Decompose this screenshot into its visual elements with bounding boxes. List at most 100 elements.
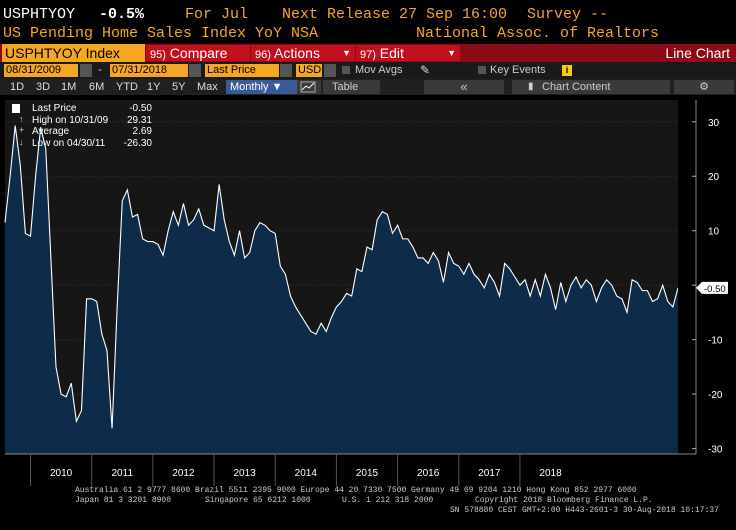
range-ytd[interactable]: YTD [116, 81, 138, 93]
header-row: USPHTYOY -0.5% For Jul Next Release 27 S… [0, 6, 736, 26]
x-tick-label: 2016 [417, 468, 440, 479]
down-arrow-icon: ↓ [19, 136, 24, 147]
y-tick-label: 10 [708, 227, 720, 238]
x-tick-label: 2013 [234, 468, 257, 479]
description: US Pending Home Sales Index YoY NSA [3, 25, 319, 42]
legend-row-average: + Average 2.69 [12, 125, 152, 138]
chart-area[interactable]: 3020100-10-20-30-0.502010201120122013201… [0, 96, 736, 486]
average-icon: + [19, 125, 25, 135]
legend-swatch [12, 104, 20, 113]
legend-label: High on 10/31/09 [32, 114, 109, 126]
y-tick-label: 30 [708, 118, 720, 129]
footer-japan: Japan 81 3 3201 8900 [75, 496, 172, 505]
series-area [5, 125, 678, 454]
y-tick-label: -20 [708, 390, 723, 401]
mov-avgs-checkbox[interactable] [342, 66, 350, 74]
info-icon[interactable]: i [562, 65, 572, 76]
range-1y[interactable]: 1Y [147, 81, 161, 93]
survey: Survey -- [527, 6, 609, 23]
edit-label: Edit [379, 45, 404, 61]
range-3d[interactable]: 3D [36, 81, 51, 93]
source: National Assoc. of Realtors [416, 25, 660, 42]
y-tick-label: -10 [708, 336, 723, 347]
footer-us: U.S. 1 212 318 2000 [342, 496, 434, 505]
key-events-checkbox[interactable] [478, 66, 486, 74]
chart-icon: ▮ [528, 81, 534, 92]
range-controls: 1D 3D 1M 6M YTD 1Y 5Y Max Monthly ▼ Tabl… [0, 79, 736, 95]
compare-num: 95) [150, 49, 166, 61]
line-chart-icon[interactable] [297, 80, 321, 94]
compare-label: Compare [169, 45, 228, 61]
footer-line1: Australia 61 2 9777 8600 Brazil 5511 239… [75, 486, 637, 495]
calendar-icon[interactable] [189, 64, 201, 77]
key-events-label[interactable]: Key Events [490, 64, 546, 76]
series-line [4, 125, 679, 429]
line-chart-icon-glyph [300, 81, 316, 93]
legend-row-low: ↓ Low on 04/30/11 -26.30 [12, 136, 152, 150]
mov-avgs-label[interactable]: Mov Avgs [355, 64, 403, 76]
gear-icon[interactable]: ⚙ [674, 80, 734, 94]
legend-label: Last Price [32, 103, 77, 114]
legend-row-high: ↑ High on 10/31/09 29.31 [12, 113, 152, 127]
pencil-icon[interactable]: ✎ [420, 63, 431, 77]
x-tick-label: 2012 [172, 468, 195, 479]
command-toolbar: USPHTYOY Index 95) Compare 96) Actions ▼… [0, 44, 736, 62]
legend-value: 29.31 [126, 114, 152, 126]
period: For Jul [185, 6, 249, 23]
legend: Last Price -0.50 ↑ High on 10/31/09 29.3… [12, 103, 152, 149]
collapse-button[interactable]: « [424, 80, 504, 94]
footer-copyright: Copyright 2018 Bloomberg Finance L.P. [475, 496, 653, 505]
legend-row-last: Last Price -0.50 [12, 103, 152, 115]
chart-content-button[interactable]: ▮ Chart Content [512, 80, 670, 94]
compare-button[interactable]: 95) Compare [146, 45, 250, 61]
table-button[interactable]: Table [323, 80, 380, 94]
legend-value: 2.69 [132, 126, 152, 137]
range-5y[interactable]: 5Y [172, 81, 186, 93]
dropdown-arrow-icon: ▼ [342, 48, 351, 58]
last-value-marker [696, 281, 728, 294]
calendar-icon[interactable] [80, 64, 92, 77]
range-1d[interactable]: 1D [10, 81, 25, 93]
y-tick-label: -30 [708, 445, 723, 456]
description-row: US Pending Home Sales Index YoY NSA Nati… [0, 25, 736, 43]
x-tick-label: 2014 [295, 468, 318, 479]
start-date-field[interactable]: 08/31/2009 [4, 64, 78, 77]
chart-content-label: Chart Content [542, 81, 611, 93]
range-max[interactable]: Max [197, 81, 218, 93]
chart-type-label: Line Chart [665, 45, 730, 61]
footer-singapore: Singapore 65 6212 1000 [205, 496, 311, 505]
edit-button[interactable]: 97) Edit ▼ [356, 45, 460, 61]
dropdown-arrow-icon[interactable] [280, 64, 292, 77]
y-tick-label: 20 [708, 172, 720, 183]
ticker: USPHTYOY [3, 6, 76, 23]
actions-button[interactable]: 96) Actions ▼ [251, 45, 355, 61]
date-controls: 08/31/2009 - 07/31/2018 Last Price USD M… [0, 62, 736, 79]
x-tick-label: 2011 [112, 468, 134, 479]
legend-label: Average [32, 126, 70, 137]
actions-label: Actions [274, 45, 320, 61]
price-field-select[interactable]: Last Price [205, 64, 279, 77]
last-value-label: -0.50 [704, 284, 726, 295]
frequency-select[interactable]: Monthly ▼ [226, 80, 298, 94]
x-tick-label: 2017 [478, 468, 501, 479]
x-tick-label: 2018 [539, 468, 562, 479]
actions-num: 96) [255, 49, 271, 61]
x-tick-label: 2015 [356, 468, 379, 479]
currency-select[interactable]: USD [296, 64, 322, 77]
range-6m[interactable]: 6M [89, 81, 105, 93]
up-arrow-icon: ↑ [19, 113, 24, 124]
dropdown-arrow-icon[interactable] [324, 64, 336, 77]
legend-value: -26.30 [123, 137, 152, 149]
edit-num: 97) [360, 49, 376, 61]
date-separator: - [98, 64, 102, 76]
legend-value: -0.50 [129, 103, 152, 114]
change-value: -0.5% [99, 6, 145, 23]
dropdown-arrow-icon: ▼ [447, 48, 456, 58]
footer-session: SN 578880 CEST GMT+2:00 H443-2601-3 30-A… [450, 506, 719, 515]
next-release: Next Release 27 Sep 16:00 [282, 6, 508, 23]
range-1m[interactable]: 1M [61, 81, 77, 93]
end-date-field[interactable]: 07/31/2018 [110, 64, 188, 77]
x-tick-label: 2010 [50, 468, 73, 479]
index-label[interactable]: USPHTYOY Index [2, 44, 145, 62]
legend-label: Low on 04/30/11 [32, 137, 106, 149]
